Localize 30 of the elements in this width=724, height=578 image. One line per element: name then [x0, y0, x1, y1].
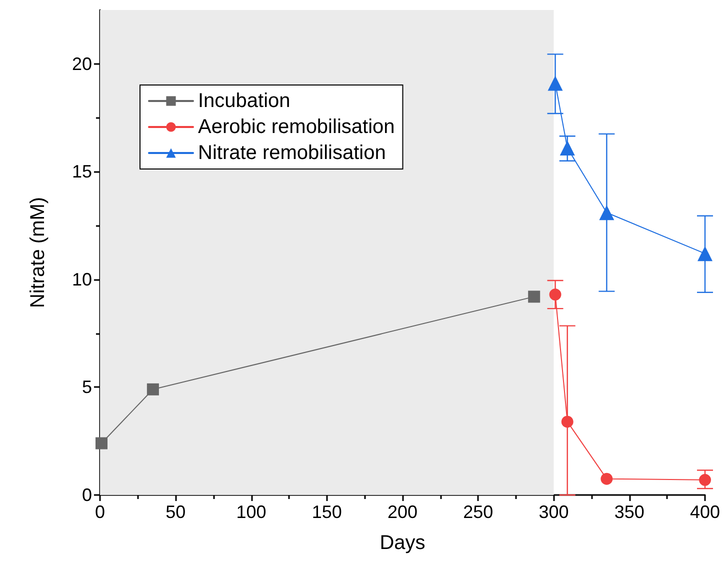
x-tick-label: 50	[166, 502, 186, 522]
x-tick-label: 150	[312, 502, 342, 522]
point	[600, 472, 613, 485]
y-axis-title: Nitrate (mM)	[27, 196, 49, 308]
point	[146, 383, 159, 396]
legend-label: Nitrate remobilisation	[198, 142, 386, 164]
point	[549, 288, 562, 301]
x-tick-label: 300	[538, 502, 569, 522]
point	[528, 290, 540, 303]
point	[699, 474, 711, 486]
point	[698, 246, 712, 262]
point	[96, 437, 108, 450]
y-tick-label: 5	[82, 377, 92, 398]
legend-label: Incubation	[198, 90, 290, 112]
y-tick-label: 20	[72, 54, 92, 74]
x-tick-label: 250	[463, 502, 494, 522]
y-tick-label: 15	[72, 162, 92, 182]
x-tick-label: 100	[236, 502, 266, 522]
point	[548, 76, 563, 91]
x-axis-title: Days	[380, 532, 426, 554]
point	[599, 205, 614, 220]
y-tick-label: 0	[82, 485, 92, 505]
x-tick-label: 400	[690, 502, 720, 522]
x-tick-label: 200	[387, 502, 418, 522]
legend-label: Aerobic remobilisation	[198, 116, 395, 138]
x-tick-label: 350	[614, 502, 644, 522]
x-tick-label: 0	[94, 502, 106, 522]
point	[560, 140, 575, 156]
y-tick-label: 10	[72, 269, 92, 290]
point	[561, 416, 574, 428]
